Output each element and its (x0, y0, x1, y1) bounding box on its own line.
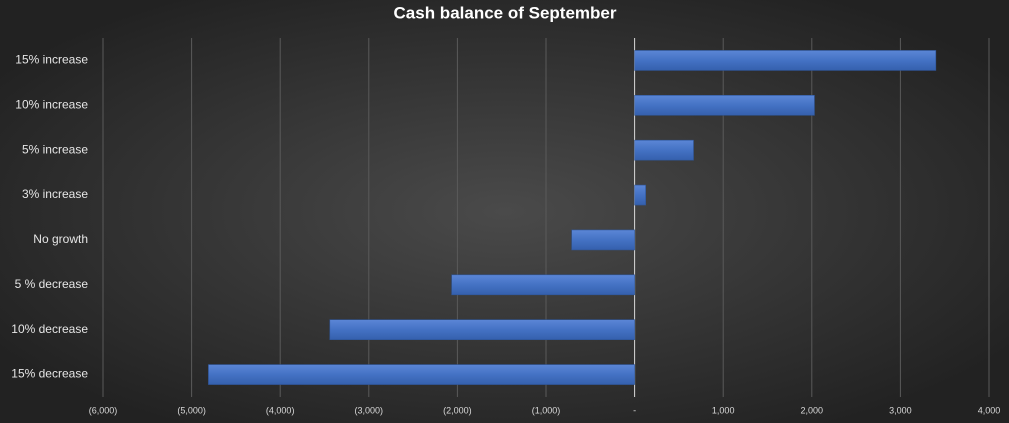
bar (329, 319, 635, 340)
x-tick-label: 1,000 (712, 405, 735, 415)
x-tick-label: 3,000 (889, 405, 912, 415)
x-tick-label: - (633, 405, 636, 415)
bar (634, 95, 815, 116)
y-tick-label: 10% decrease (11, 322, 88, 336)
bar (634, 139, 694, 161)
y-tick-label: 5% increase (22, 142, 88, 156)
y-tick-label: No growth (33, 232, 88, 246)
x-tick-label: (4,000) (266, 405, 295, 415)
x-tick-label: (1,000) (532, 405, 561, 415)
bar (208, 364, 635, 385)
x-tick-label: (6,000) (89, 405, 118, 415)
chart-title: Cash balance of September (394, 3, 617, 22)
x-tick-label: 2,000 (801, 405, 824, 415)
bar (571, 229, 635, 251)
x-tick-label: (2,000) (443, 405, 472, 415)
x-tick-label: (5,000) (177, 405, 206, 415)
y-tick-label: 5 % decrease (15, 277, 89, 291)
y-tick-label: 3% increase (22, 187, 88, 201)
bar (634, 184, 646, 206)
y-tick-label: 15% increase (15, 53, 88, 67)
x-tick-label: (3,000) (355, 405, 384, 415)
bar (634, 50, 937, 71)
bar (451, 274, 635, 296)
y-tick-label: 15% decrease (11, 367, 88, 381)
y-tick-label: 10% increase (15, 97, 88, 111)
x-tick-label: 4,000 (978, 405, 1001, 415)
